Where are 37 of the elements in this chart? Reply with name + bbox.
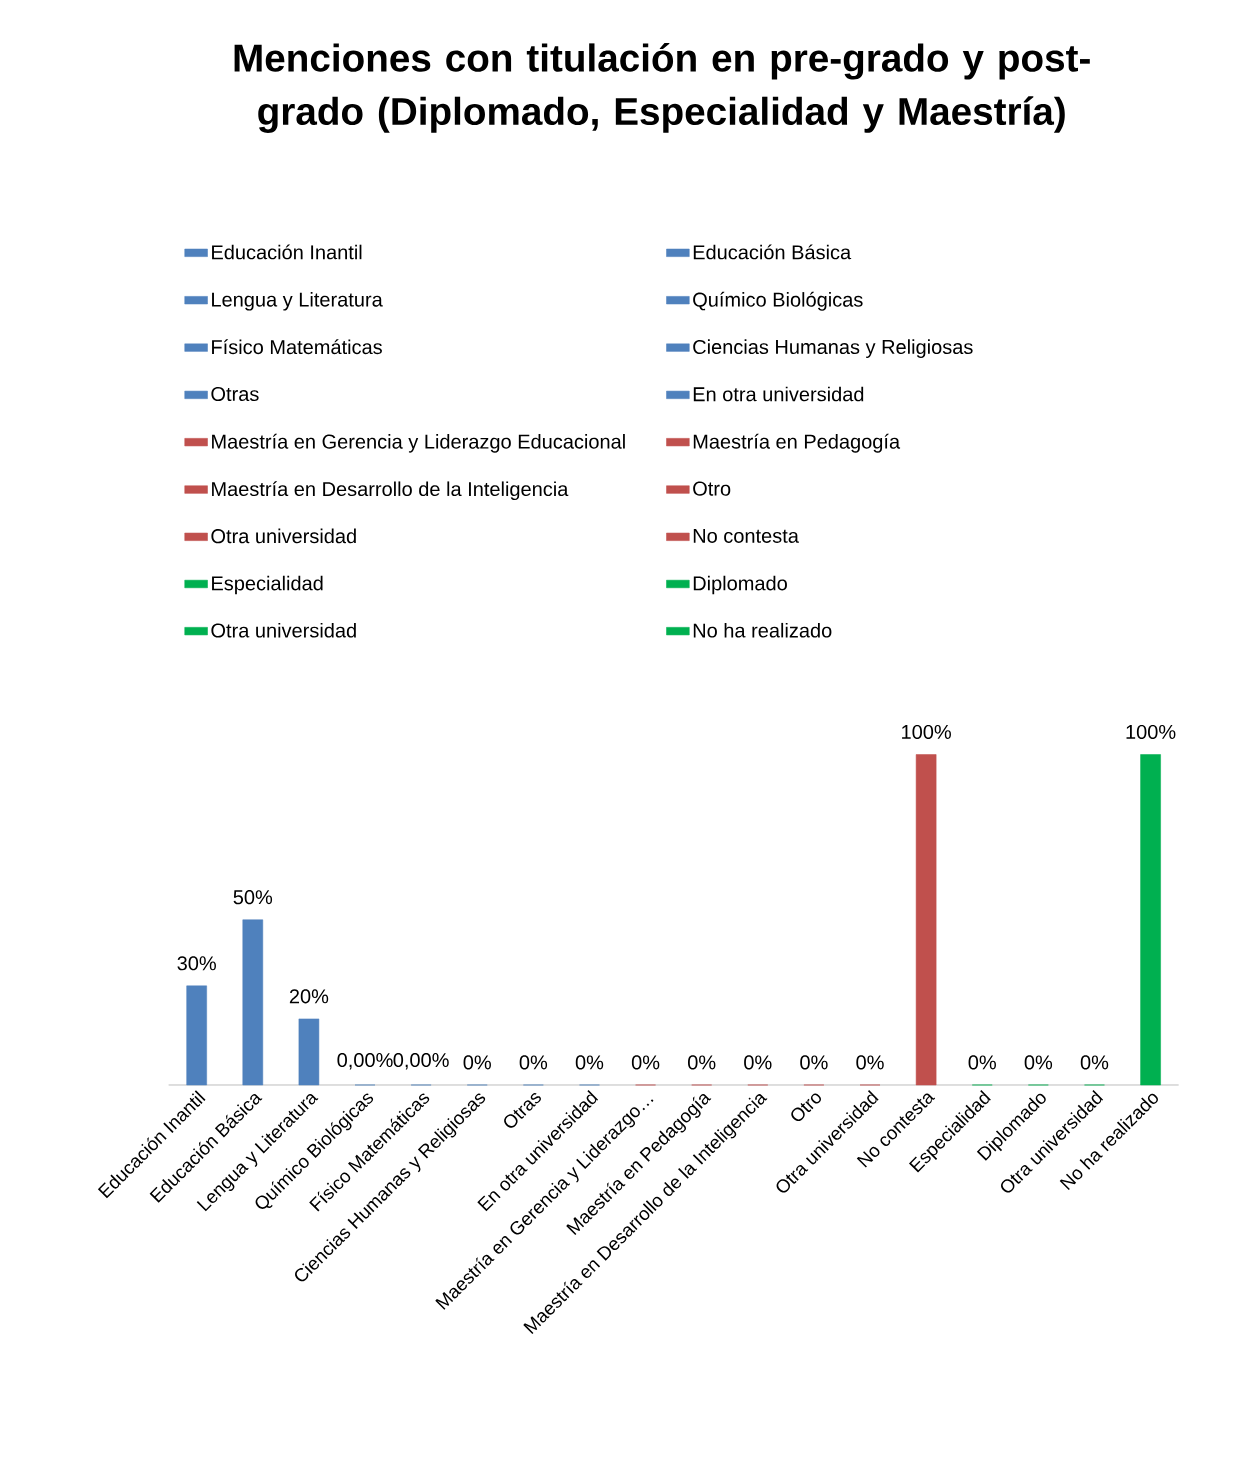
legend-label: Físico Matemáticas: [212, 339, 383, 355]
legend-label: En otra universidad: [693, 386, 864, 402]
data-label: 0%: [856, 1055, 884, 1070]
data-label: 0%: [744, 1055, 772, 1070]
legend-label: Químico Biológicas: [693, 291, 863, 311]
chart-title: Menciones con titulación en pre-grado y post-grado (Diplomado, Especialidad y Maestría): [234, 43, 1090, 133]
legend-label: No ha realizado: [693, 622, 832, 638]
legend-label: Lengua y Literatura: [212, 291, 383, 311]
data-label: 0%: [575, 1055, 604, 1070]
legend-label: No contesta: [693, 528, 800, 543]
legend-label: Educación Inantil: [212, 244, 362, 260]
legend-label: Educación Básica: [693, 244, 852, 260]
data-label: 50%: [233, 890, 273, 905]
data-label: 0%: [800, 1055, 828, 1070]
data-label: 0%: [632, 1055, 660, 1070]
legend-label: Otra universidad: [211, 622, 357, 638]
data-label: 0%: [1024, 1055, 1053, 1070]
legend-label: Otro: [693, 481, 731, 496]
legend-label: Otra universidad: [211, 528, 357, 544]
legend-label: Otras: [211, 386, 259, 402]
data-label: 30%: [177, 956, 217, 971]
data-label: 100%: [902, 724, 952, 740]
legend-label: Especialidad: [212, 575, 323, 595]
legend-label: Maestría en Gerencia y Liderazgo Educacional: [212, 433, 625, 453]
data-label: 0%: [519, 1055, 548, 1070]
legend-label: Ciencias Humanas y Religiosas: [693, 339, 973, 358]
legend-label: Diplomado: [693, 575, 788, 595]
data-label: 100%: [1126, 724, 1176, 740]
data-label: 20%: [290, 989, 329, 1004]
data-label: 0%: [688, 1055, 716, 1070]
data-label: 0%: [968, 1055, 997, 1070]
data-label: 0,00%: [337, 1052, 393, 1070]
data-label: 0%: [1080, 1055, 1109, 1070]
data-label: 0,00%: [393, 1052, 449, 1070]
data-label: 0%: [463, 1055, 492, 1070]
legend-label: Maestría en Desarrollo de la Inteligencia: [212, 481, 569, 501]
legend-label: Maestría en Pedagogía: [693, 433, 901, 453]
